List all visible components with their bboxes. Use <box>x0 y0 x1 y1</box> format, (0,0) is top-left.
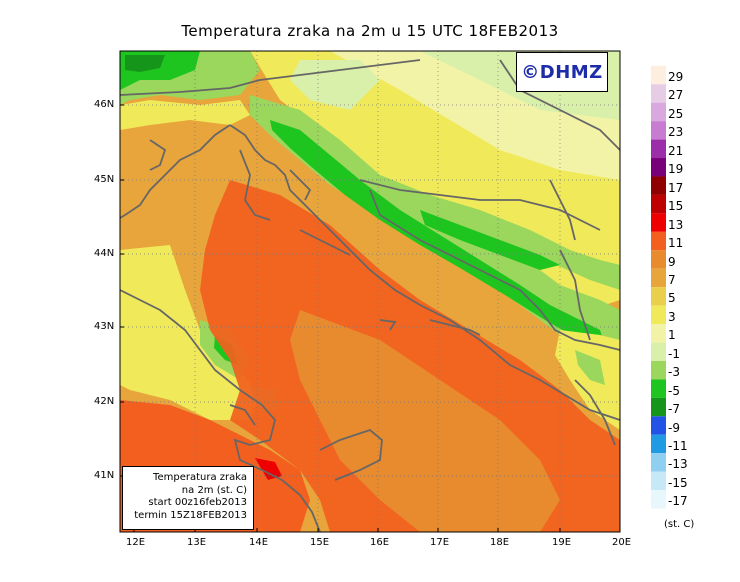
legend-label: 11 <box>668 236 684 251</box>
legend-label: -1 <box>668 346 680 361</box>
info-line-3: start 00z16feb2013 <box>148 497 247 509</box>
dhmz-logo: ©DHMZ <box>516 52 608 92</box>
legend-label: 3 <box>668 309 676 324</box>
legend-label: 19 <box>668 162 684 177</box>
lon-tick-15e: 15E <box>310 537 330 548</box>
grid-lines <box>120 51 620 532</box>
lat-tick-45n: 45N <box>94 174 115 185</box>
lon-tick-13e: 13E <box>187 537 207 548</box>
lon-tick-17e: 17E <box>430 537 450 548</box>
lon-tick-19e: 19E <box>552 537 572 548</box>
legend-label: -11 <box>668 439 688 453</box>
legend-label: -15 <box>668 475 688 490</box>
lon-tick-16e: 16E <box>370 537 390 548</box>
legend-label: -17 <box>668 494 688 509</box>
legend-label: -3 <box>668 365 680 380</box>
lon-tick-12e: 12E <box>126 537 146 548</box>
lat-tick-42n: 42N <box>94 396 115 407</box>
legend-label: 15 <box>668 199 684 214</box>
info-box: Temperatura zraka na 2m (st. C) start 00… <box>122 466 254 530</box>
lat-tick-43n: 43N <box>94 321 115 332</box>
legend-label: -9 <box>668 420 680 435</box>
legend-label: 5 <box>668 291 676 306</box>
legend-label: -7 <box>668 402 680 417</box>
lon-tick-20e: 20E <box>612 537 632 548</box>
legend-label: 13 <box>668 217 684 232</box>
map-frame <box>119 50 621 533</box>
legend-label: 25 <box>668 106 684 121</box>
legend-label: -5 <box>668 383 680 398</box>
coastlines <box>119 59 621 533</box>
lat-tick-44n: 44N <box>94 248 115 259</box>
legend-unit: (st. C) <box>664 519 695 530</box>
legend-label: 21 <box>668 143 684 158</box>
info-line-2: na 2m (st. C) <box>181 484 247 496</box>
legend-label: 27 <box>668 88 684 103</box>
legend-label: 17 <box>668 180 684 195</box>
lon-tick-18e: 18E <box>490 537 510 548</box>
legend-label: 29 <box>668 70 684 84</box>
lat-tick-46n: 46N <box>94 99 115 110</box>
legend-label: 23 <box>668 125 684 140</box>
legend-label: 9 <box>668 254 676 269</box>
legend-label: 7 <box>668 272 676 287</box>
info-line-4: termin 15Z18FEB2013 <box>134 509 247 521</box>
info-line-1: Temperatura zraka <box>153 472 247 483</box>
legend-label: -13 <box>668 457 688 472</box>
lat-tick-41n: 41N <box>94 470 115 481</box>
legend-label: 1 <box>668 328 676 343</box>
lon-tick-14e: 14E <box>249 537 269 548</box>
map-title: Temperatura zraka na 2m u 15 UTC 18FEB20… <box>181 22 559 40</box>
temperature-field <box>120 51 620 532</box>
